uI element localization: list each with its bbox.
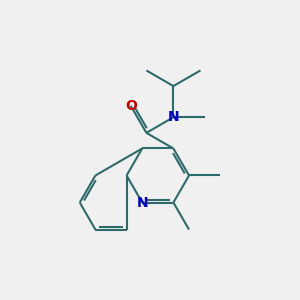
Text: N: N bbox=[168, 110, 179, 124]
Text: N: N bbox=[136, 196, 148, 209]
Text: O: O bbox=[125, 99, 137, 113]
